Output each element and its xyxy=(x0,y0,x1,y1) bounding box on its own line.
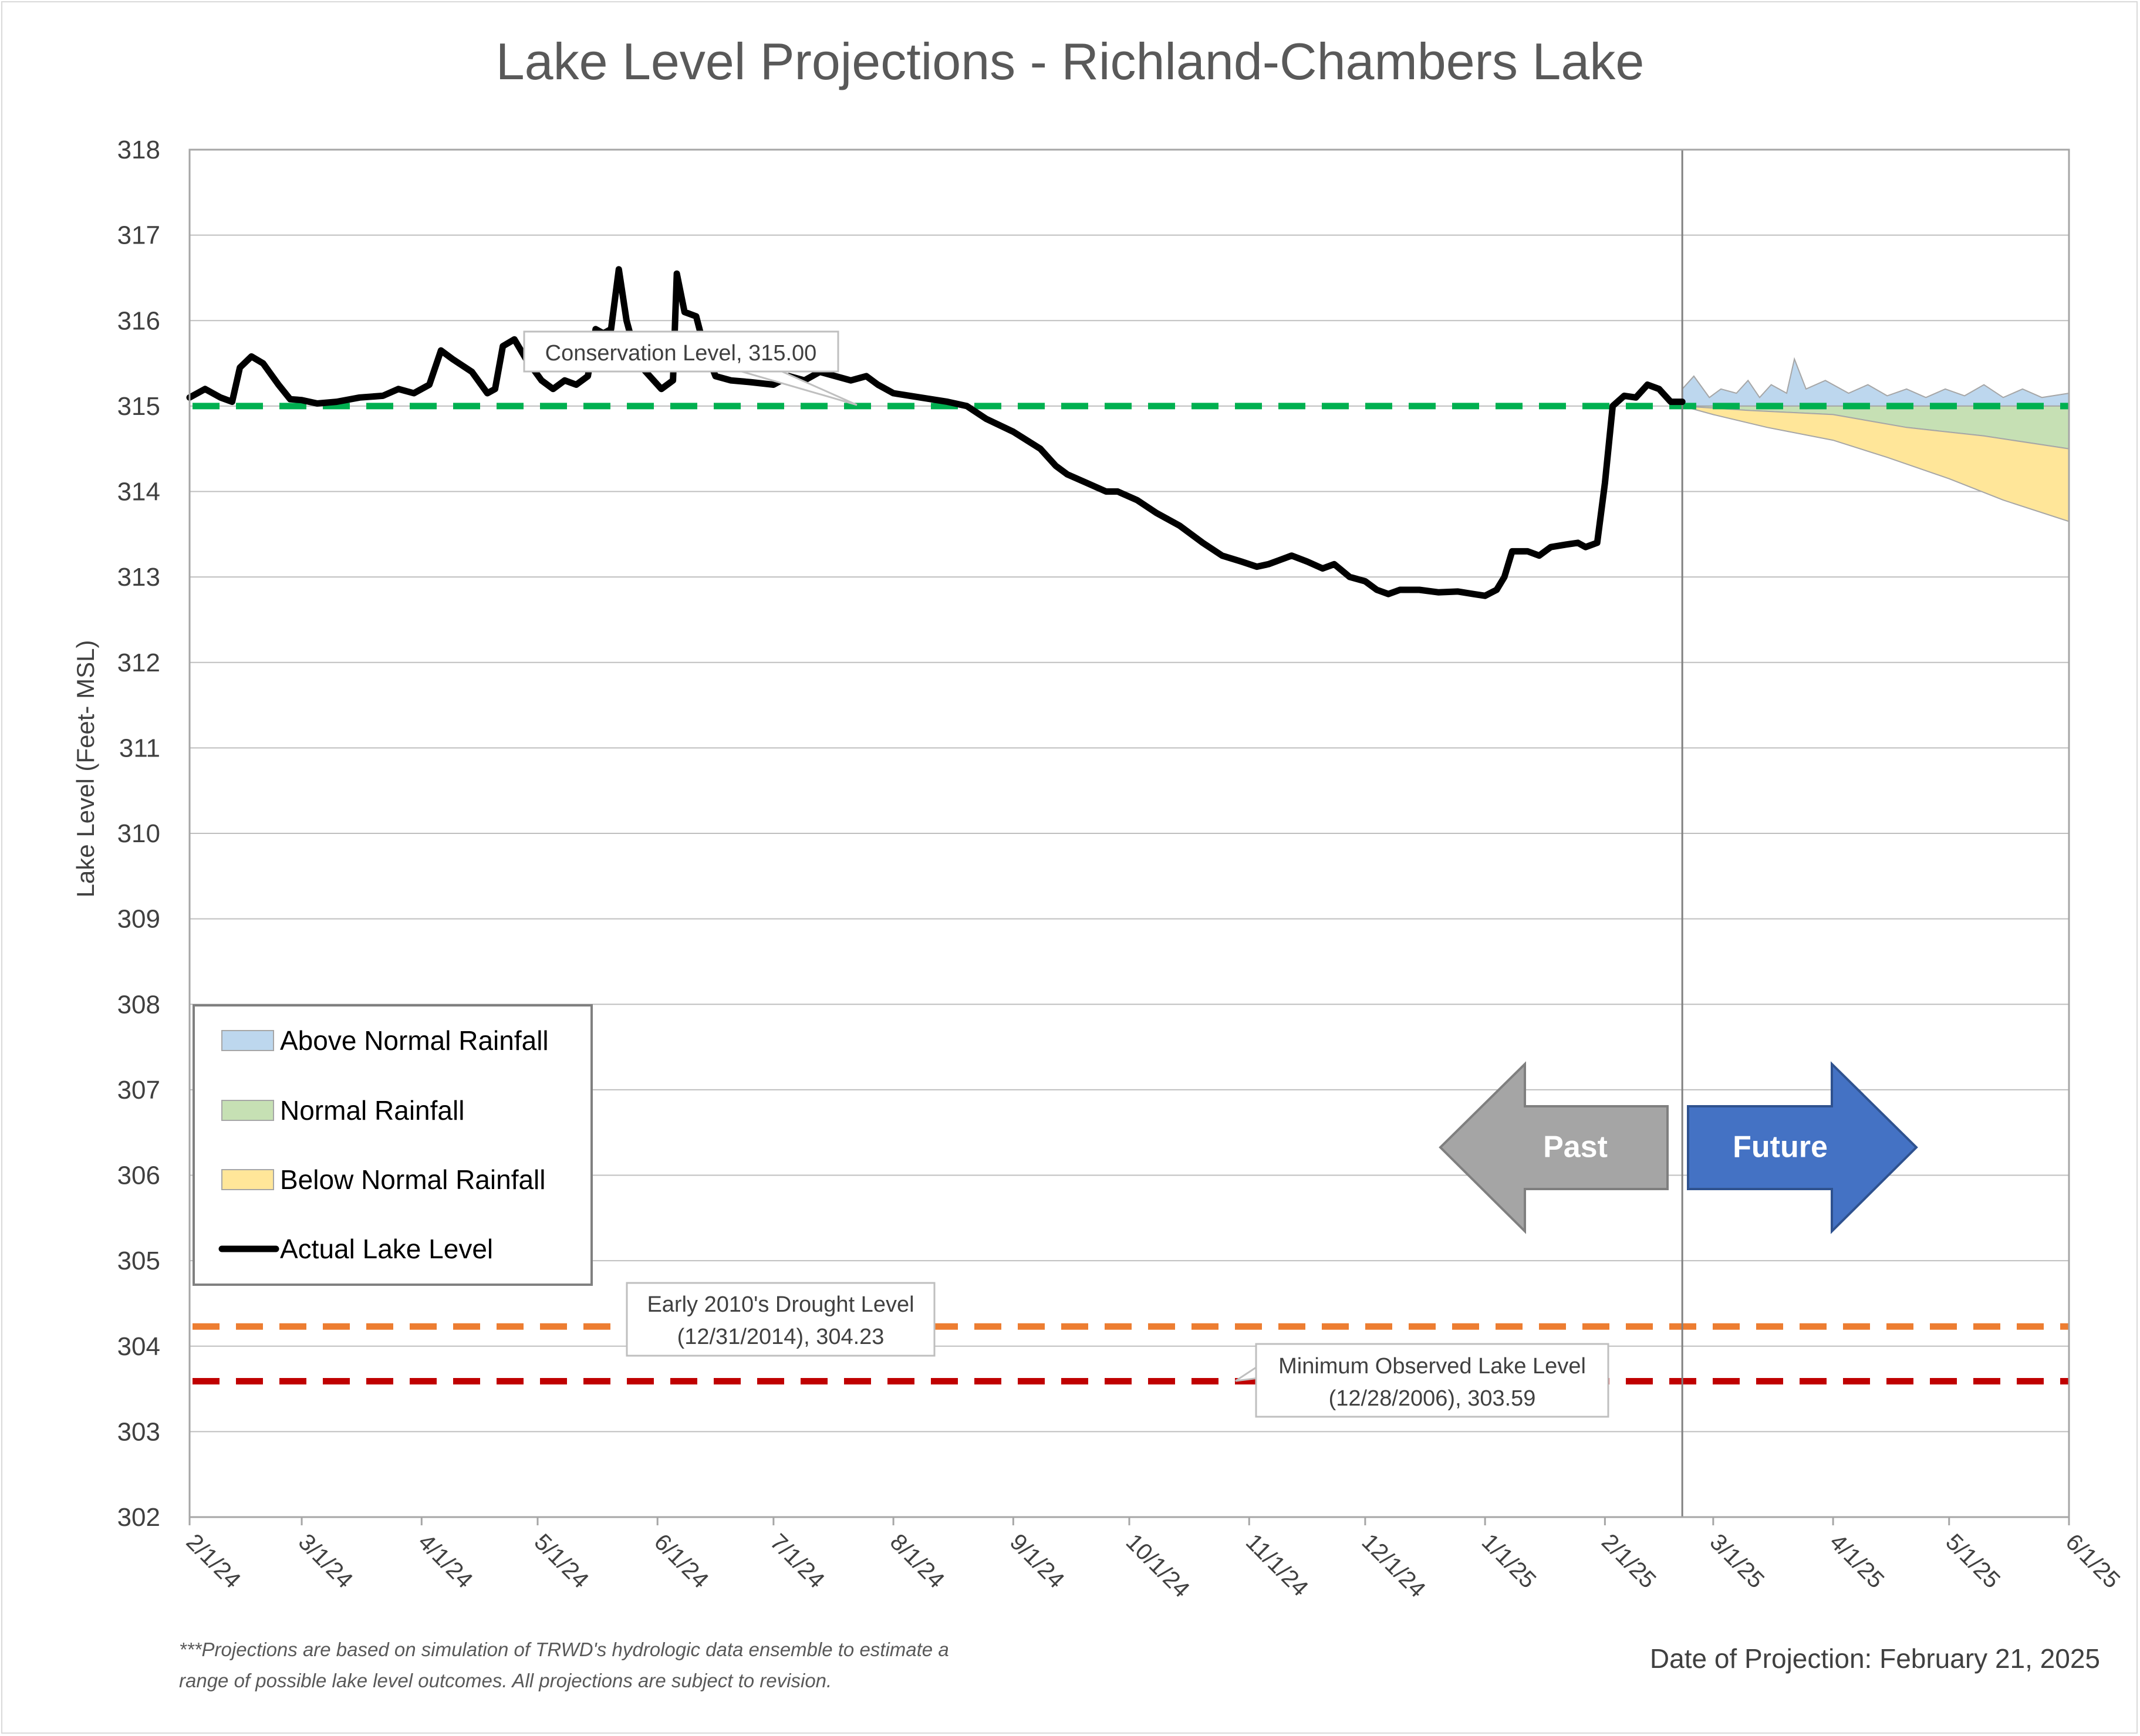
y-tick-label: 314 xyxy=(117,478,160,506)
x-tick-label: 3/1/25 xyxy=(1704,1529,1769,1593)
gridlines xyxy=(190,149,2069,1518)
above-normal-rainfall-band xyxy=(1682,357,2070,407)
actual-lake-level-series xyxy=(186,266,1686,599)
y-tick-label: 315 xyxy=(117,392,160,421)
x-tick-label: 9/1/24 xyxy=(1005,1529,1069,1593)
reference-lines xyxy=(193,403,2069,1384)
projection-date-label: Date of Projection: February 21, 2025 xyxy=(1650,1643,2100,1674)
legend-label: Above Normal Rainfall xyxy=(280,1025,549,1056)
drought-callout-line1: Early 2010's Drought Level xyxy=(647,1292,914,1317)
y-tick-label: 318 xyxy=(117,136,160,164)
past-arrow-label: Past xyxy=(1543,1130,1608,1164)
y-tick-label: 310 xyxy=(117,819,160,848)
y-tick-label: 309 xyxy=(117,905,160,934)
minimum-callout: Minimum Observed Lake Level (12/28/2006)… xyxy=(1235,1343,1609,1418)
x-tick-label: 8/1/24 xyxy=(885,1529,950,1593)
x-tick-label: 2/1/25 xyxy=(1596,1529,1661,1593)
legend-swatch xyxy=(221,1030,274,1051)
x-tick-label: 6/1/24 xyxy=(649,1529,714,1593)
y-axis-label: Lake Level (Feet- MSL) xyxy=(72,640,99,898)
chart-title: Lake Level Projections - Richland-Chambe… xyxy=(496,32,1645,90)
legend-label: Actual Lake Level xyxy=(280,1234,493,1264)
y-tick-label: 311 xyxy=(119,734,160,762)
actual-lake-level-line xyxy=(186,266,1686,599)
y-tick-label: 303 xyxy=(117,1417,160,1446)
conservation-callout-box xyxy=(523,330,839,373)
x-tick-label: 11/1/24 xyxy=(1241,1529,1313,1601)
footnote-line1: ***Projections are based on simulation o… xyxy=(179,1639,949,1660)
y-tick-label: 308 xyxy=(117,990,160,1019)
minimum-callout-box xyxy=(1255,1343,1609,1418)
conservation-callout: Conservation Level, 315.00 xyxy=(523,330,858,406)
conservation-callout-text: Conservation Level, 315.00 xyxy=(545,341,817,366)
future-arrow-shape xyxy=(1687,1061,1918,1234)
legend-items: Above Normal Rainfall Normal Rainfall Belo… xyxy=(218,1025,549,1264)
x-tick-label: 5/1/25 xyxy=(1940,1529,2005,1593)
plot-area-border xyxy=(188,148,2070,1518)
future-arrow: Future xyxy=(1687,1061,1918,1234)
drought-callout: Early 2010's Drought Level (12/31/2014),… xyxy=(626,1282,936,1357)
x-tick-label: 10/1/24 xyxy=(1121,1529,1194,1602)
footnote-line2: range of possible lake level outcomes. A… xyxy=(179,1670,832,1691)
x-tick-label: 4/1/24 xyxy=(413,1529,478,1593)
legend-label: Normal Rainfall xyxy=(280,1095,464,1126)
y-tick-label: 313 xyxy=(117,563,160,592)
x-tick-label: 3/1/24 xyxy=(293,1529,358,1593)
minimum-callout-line2: (12/28/2006), 303.59 xyxy=(1329,1386,1536,1411)
y-tick-label: 316 xyxy=(117,306,160,335)
x-tick-label: 5/1/24 xyxy=(529,1529,594,1593)
x-tick-label: 1/1/25 xyxy=(1477,1529,1541,1593)
x-tick-label: 4/1/25 xyxy=(1825,1529,1889,1593)
x-tick-label: 12/1/24 xyxy=(1357,1529,1430,1602)
projection-bands xyxy=(1682,357,2070,522)
x-tick-label: 7/1/24 xyxy=(765,1529,829,1593)
drought-callout-box xyxy=(626,1282,936,1357)
legend-label: Below Normal Rainfall xyxy=(280,1164,546,1195)
x-tick-label: 6/1/25 xyxy=(2061,1529,2125,1593)
future-arrow-label: Future xyxy=(1733,1130,1828,1164)
x-tick-labels: 2/1/24 3/1/24 4/1/24 5/1/24 6/1/24 7/1/24 8/1/… xyxy=(181,1517,2125,1603)
legend-box xyxy=(193,1004,593,1286)
past-arrow: Past xyxy=(1439,1061,1669,1234)
y-tick-labels: 302 303 304 305 306 307 308 309 310 311 312 313 314 3… xyxy=(117,136,160,1532)
x-tick-label: 2/1/24 xyxy=(181,1529,246,1593)
y-tick-label: 302 xyxy=(117,1503,160,1532)
legend: Above Normal Rainfall Normal Rainfall Belo… xyxy=(193,1004,593,1286)
minimum-callout-line1: Minimum Observed Lake Level xyxy=(1278,1354,1586,1379)
legend-swatch xyxy=(221,1169,274,1190)
below-normal-rainfall-band xyxy=(1682,405,2070,522)
y-tick-label: 307 xyxy=(117,1076,160,1105)
legend-swatch xyxy=(221,1100,274,1121)
y-tick-label: 306 xyxy=(117,1161,160,1190)
y-tick-label: 312 xyxy=(117,649,160,677)
y-tick-label: 317 xyxy=(117,221,160,250)
y-tick-label: 304 xyxy=(117,1332,160,1361)
drought-callout-line2: (12/31/2014), 304.23 xyxy=(677,1325,885,1349)
y-tick-label: 305 xyxy=(117,1247,160,1275)
past-arrow-shape xyxy=(1439,1061,1669,1234)
